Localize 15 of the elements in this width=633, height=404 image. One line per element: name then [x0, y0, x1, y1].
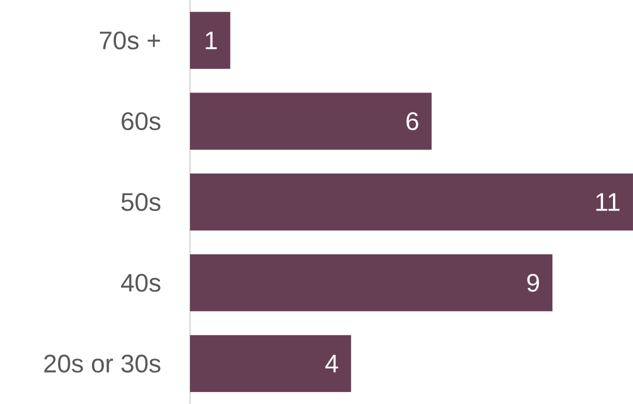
y-tick-label: 50s: [121, 193, 160, 211]
bar: [190, 335, 352, 392]
bar: [190, 12, 230, 69]
data-label: 1: [206, 32, 217, 50]
data-label: 11: [596, 193, 620, 211]
data-label: 4: [325, 354, 338, 372]
data-label: 6: [406, 112, 418, 130]
y-tick-label: 60s: [122, 112, 160, 130]
y-tick-label: 70s +: [100, 31, 160, 50]
bar: [190, 92, 432, 150]
y-tick-label: 40s: [121, 274, 160, 292]
y-tick-label: 20s or 30s: [44, 354, 160, 373]
bar: [190, 174, 633, 230]
bar: [190, 254, 552, 312]
data-label: 9: [527, 274, 539, 292]
